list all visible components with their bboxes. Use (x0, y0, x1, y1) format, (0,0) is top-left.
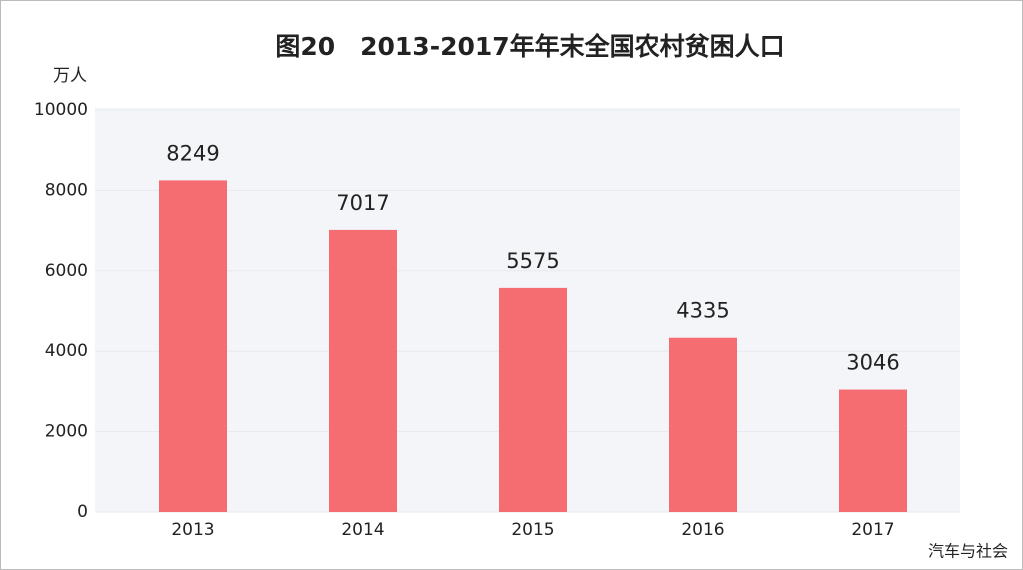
y-tick-label: 4000 (45, 341, 88, 361)
x-tick-label: 2014 (341, 520, 384, 540)
y-tick-label: 10000 (34, 100, 88, 120)
y-tick-label: 0 (77, 502, 88, 522)
x-tick-label: 2016 (681, 520, 724, 540)
bar (839, 389, 907, 512)
x-tick-label: 2013 (171, 520, 214, 540)
value-label: 4335 (676, 299, 729, 323)
bar (329, 229, 397, 512)
y-tick-label: 6000 (45, 261, 88, 281)
y-axis-unit: 万人 (53, 66, 87, 86)
bar (159, 180, 227, 512)
x-tick-label: 2015 (511, 520, 554, 540)
chart-title: 图20 2013-2017年年末全国农村贫困人口 (275, 32, 784, 61)
bar (499, 287, 567, 512)
x-tick-label: 2017 (851, 520, 894, 540)
y-tick-label: 8000 (45, 180, 88, 200)
value-label: 8249 (166, 141, 219, 165)
value-label: 5575 (506, 249, 559, 273)
value-label: 7017 (336, 191, 389, 215)
value-label: 3046 (846, 351, 899, 375)
watermark: 汽车与社会 (928, 542, 1008, 561)
bar (669, 337, 737, 512)
y-tick-label: 2000 (45, 422, 88, 442)
